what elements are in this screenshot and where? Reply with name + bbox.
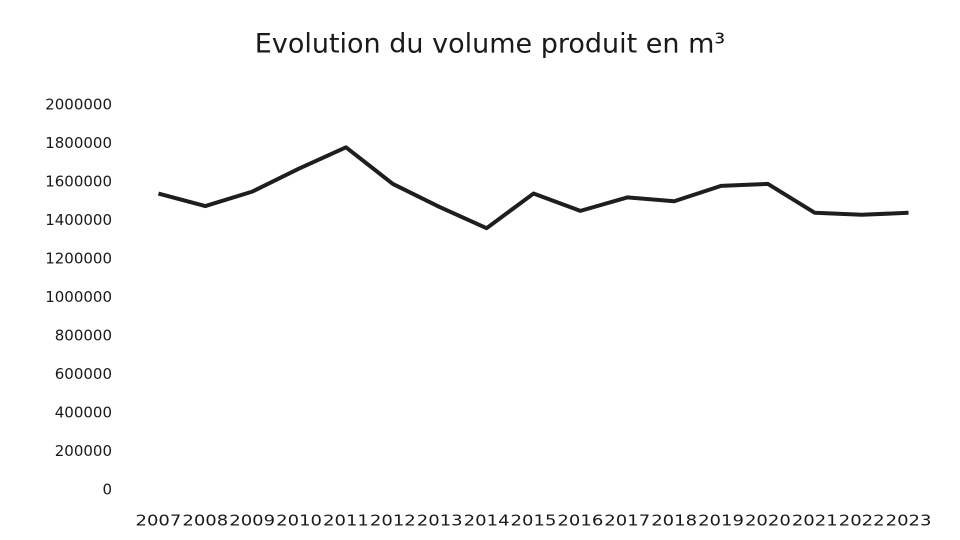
y-tick-label: 800000 — [55, 327, 112, 345]
x-tick-label: 2012 — [370, 512, 416, 530]
x-tick-label: 2008 — [182, 512, 228, 530]
x-tick-label: 2021 — [792, 512, 838, 530]
x-tick-label: 2018 — [651, 512, 697, 530]
x-tick-label: 2014 — [464, 512, 510, 530]
y-tick-label: 1000000 — [45, 288, 112, 306]
y-tick-label: 200000 — [55, 442, 112, 460]
x-tick-label: 2023 — [886, 512, 932, 530]
y-tick-label: 1800000 — [45, 134, 112, 152]
chart-title: Evolution du volume produit en m³ — [255, 29, 725, 60]
y-tick-label: 1400000 — [45, 211, 112, 229]
x-tick-label: 2017 — [604, 512, 650, 530]
data-line — [157, 145, 909, 231]
x-tick-label: 2015 — [511, 512, 557, 530]
y-tick-label: 400000 — [55, 404, 112, 422]
y-tick-label: 1600000 — [45, 173, 112, 191]
x-tick-label: 2016 — [557, 512, 603, 530]
y-tick-label: 2000000 — [45, 96, 112, 114]
y-tick-label: 1200000 — [45, 250, 112, 268]
x-tick-label: 2013 — [417, 512, 463, 530]
x-tick-label: 2019 — [698, 512, 744, 530]
x-tick-label: 2011 — [323, 512, 369, 530]
x-tick-label: 2020 — [745, 512, 791, 530]
y-tick-label: 0 — [102, 481, 112, 499]
y-tick-label: 600000 — [55, 365, 112, 383]
x-tick-label: 2009 — [229, 512, 275, 530]
x-tick-label: 2022 — [839, 512, 885, 530]
x-tick-label: 2010 — [276, 512, 322, 530]
x-tick-label: 2007 — [136, 512, 182, 530]
